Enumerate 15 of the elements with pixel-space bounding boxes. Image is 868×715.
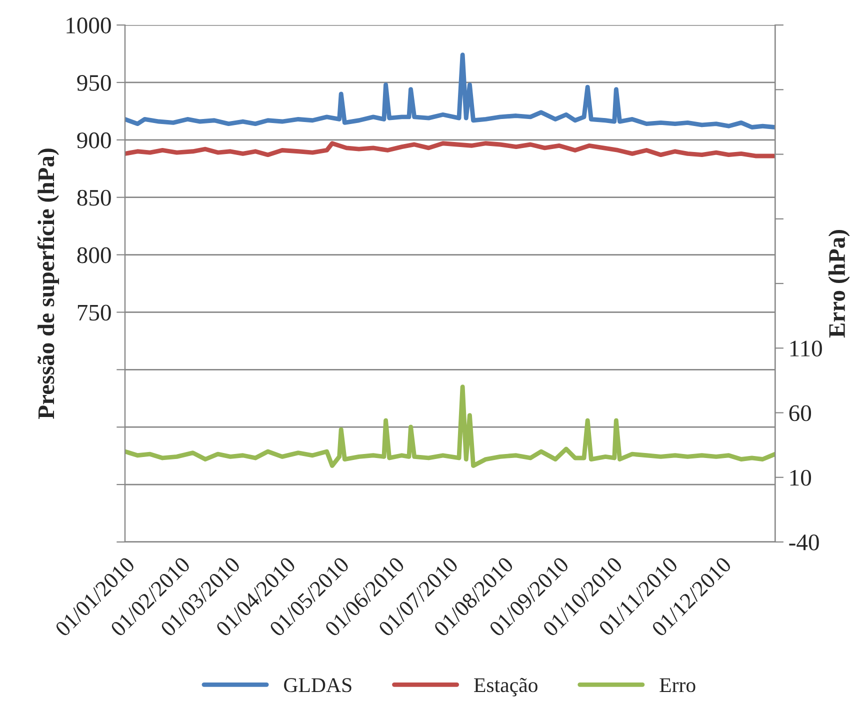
y-axis-title: Pressão de superfície (hPa): [37, 148, 60, 419]
y2-axis-title: Erro (hPa): [828, 230, 850, 338]
y2-tick-label: 110: [790, 340, 822, 357]
y-tick-label: 1000: [66, 18, 111, 34]
legend-label: Erro: [660, 678, 696, 692]
y2-tick-label: 10: [790, 470, 812, 486]
y-tick-label: 900: [77, 132, 111, 148]
y2-tick-label: -40: [789, 534, 819, 550]
y-tick-label: 800: [77, 247, 111, 264]
y-tick-label: 950: [77, 74, 111, 91]
legend-label: GLDAS: [284, 678, 352, 692]
y-tick-label: 750: [78, 304, 111, 321]
legend-label: Estação: [474, 678, 538, 696]
y2-tick-label: 60: [789, 405, 812, 422]
y-tick-label: 850: [77, 190, 111, 206]
